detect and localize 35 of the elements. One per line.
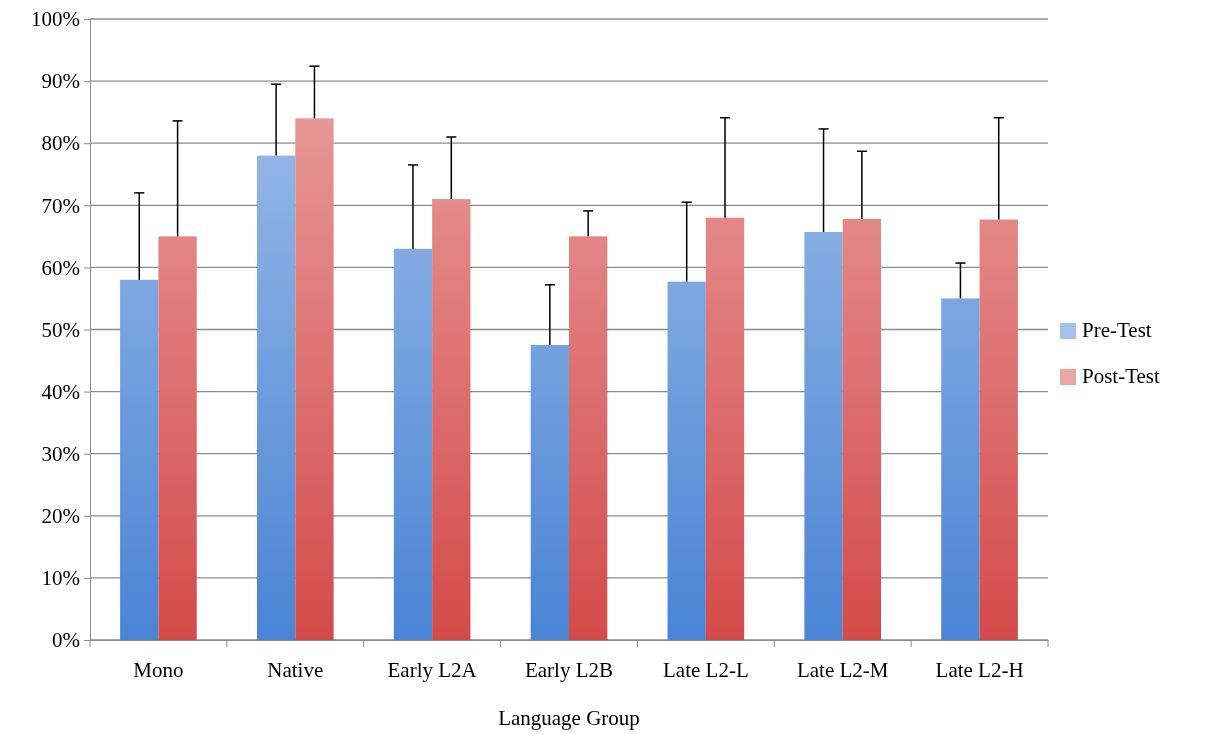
x-tick-label: Early L2B	[524, 657, 614, 682]
x-tick-label: Early L2A	[387, 657, 478, 682]
bar	[120, 279, 159, 640]
x-tick-label: Late L2-M	[796, 657, 889, 682]
bar	[158, 236, 197, 640]
bar	[569, 236, 608, 640]
bar	[667, 281, 706, 640]
legend-label: Pre-Test	[1082, 318, 1152, 342]
bar	[256, 155, 296, 640]
bar	[941, 298, 980, 640]
y-tick-label: 50%	[41, 317, 80, 342]
y-tick-label: 60%	[41, 255, 80, 280]
y-tick-label: 90%	[41, 69, 80, 94]
y-tick-label: 100%	[31, 7, 80, 32]
x-tick-label: Late L2-H	[935, 657, 1024, 682]
bar	[842, 218, 882, 640]
bar	[295, 118, 334, 640]
bar	[393, 248, 433, 640]
bar	[705, 217, 745, 640]
x-tick-label: Mono	[133, 657, 184, 682]
y-tick-label: 40%	[41, 379, 80, 404]
x-tick-label: Native	[267, 657, 324, 682]
y-tick-label: 0%	[52, 628, 80, 653]
legend-label: Post-Test	[1082, 364, 1161, 388]
bar	[432, 199, 471, 640]
y-tick-label: 30%	[41, 441, 80, 466]
bar	[530, 345, 569, 640]
y-tick-label: 70%	[41, 193, 80, 218]
bar	[804, 232, 843, 640]
y-tick-label: 10%	[41, 566, 80, 591]
x-axis-title: Language Group	[498, 706, 640, 730]
y-tick-label: 20%	[41, 504, 80, 529]
y-tick-label: 80%	[41, 131, 80, 156]
bar	[979, 219, 1018, 640]
x-tick-label: Late L2-L	[663, 657, 749, 682]
